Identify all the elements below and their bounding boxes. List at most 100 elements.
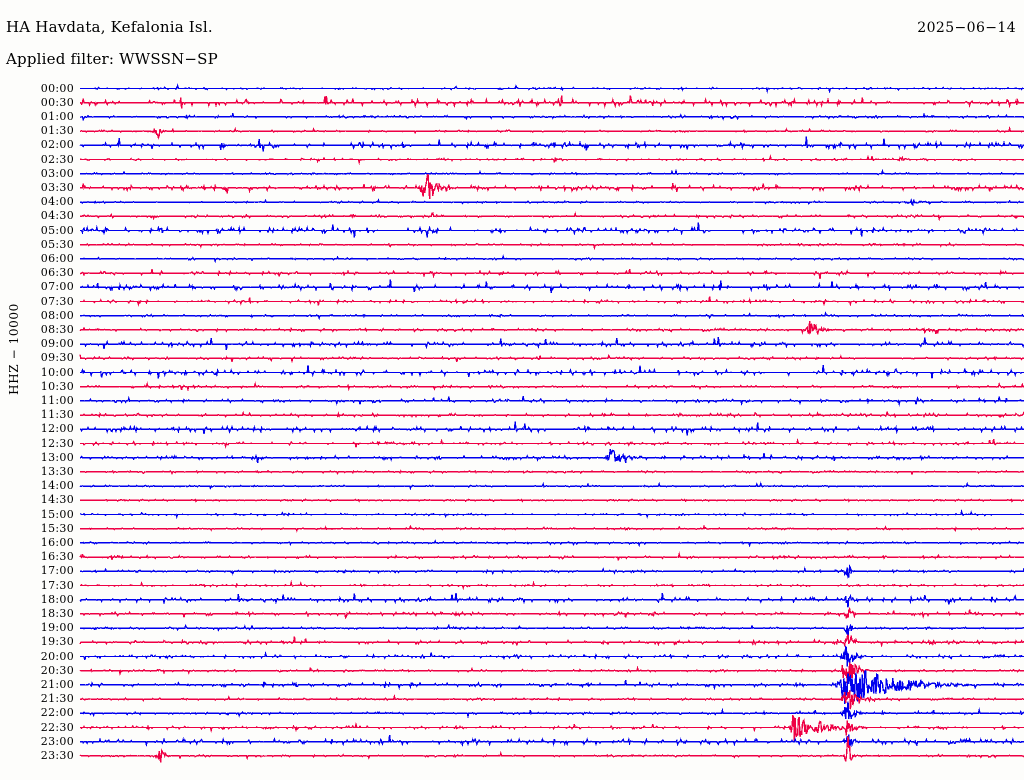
trace-row xyxy=(79,296,1024,307)
time-label: 14:30 xyxy=(40,493,74,507)
time-label: 03:00 xyxy=(40,166,74,180)
time-label: 08:30 xyxy=(40,322,74,336)
trace-row xyxy=(79,353,1024,364)
time-label: 12:30 xyxy=(40,436,74,450)
trace-row xyxy=(80,579,1024,590)
trace-row xyxy=(80,539,1024,548)
trace-row xyxy=(80,524,1024,533)
time-label: 10:30 xyxy=(40,379,74,393)
trace-row xyxy=(79,508,1024,520)
time-label: 15:30 xyxy=(40,521,74,535)
trace-row xyxy=(80,279,1024,294)
time-label: 23:00 xyxy=(40,734,74,748)
time-label: 05:00 xyxy=(40,223,74,237)
time-label: 00:00 xyxy=(40,81,74,95)
time-label: 03:30 xyxy=(40,180,74,194)
trace-row xyxy=(80,395,1024,407)
trace-row xyxy=(79,269,1024,280)
trace-row xyxy=(80,83,1024,94)
time-label: 17:30 xyxy=(40,578,74,592)
time-label: 15:00 xyxy=(40,507,74,521)
time-label: 16:30 xyxy=(40,550,74,564)
time-label: 13:00 xyxy=(40,450,74,464)
time-label: 17:00 xyxy=(40,564,74,578)
trace-row xyxy=(80,645,1024,667)
time-label: 22:00 xyxy=(40,706,74,720)
trace-row xyxy=(80,670,1024,704)
trace-row xyxy=(80,437,1024,449)
trace-row xyxy=(80,421,1024,436)
time-label: 11:00 xyxy=(40,393,74,407)
time-label: 06:30 xyxy=(40,266,74,280)
trace-row xyxy=(80,173,1024,200)
time-label: 20:30 xyxy=(40,663,74,677)
trace-row xyxy=(79,168,1024,176)
record-date: 2025−06−14 xyxy=(917,20,1016,36)
trace-row xyxy=(80,563,1024,579)
time-label: 19:00 xyxy=(40,621,74,635)
trace-row xyxy=(79,112,1024,122)
time-label: 04:00 xyxy=(40,195,74,209)
trace-row xyxy=(79,701,1024,720)
trace-row xyxy=(79,136,1024,152)
trace-row xyxy=(80,690,1024,710)
trace-row xyxy=(80,365,1024,379)
time-label: 09:00 xyxy=(40,337,74,351)
trace-row xyxy=(80,125,1024,140)
trace-row xyxy=(80,714,1024,741)
trace-row xyxy=(80,337,1024,350)
trace-row xyxy=(80,95,1024,109)
trace-row xyxy=(80,197,1024,207)
time-label: 13:30 xyxy=(40,464,74,478)
time-label: 23:30 xyxy=(40,748,74,762)
time-label: 02:00 xyxy=(40,138,74,152)
trace-row xyxy=(79,321,1024,335)
trace-row xyxy=(80,411,1024,419)
applied-filter-label: Applied filter: WWSSN−SP xyxy=(6,50,218,68)
trace-row xyxy=(79,592,1024,608)
time-label: 05:30 xyxy=(40,237,74,251)
time-label: 18:30 xyxy=(40,606,74,620)
time-label: 21:30 xyxy=(40,692,74,706)
time-label: 12:00 xyxy=(40,422,74,436)
time-label: 21:00 xyxy=(40,677,74,691)
trace-row xyxy=(79,311,1024,321)
trace-row xyxy=(80,381,1024,392)
time-label: 00:30 xyxy=(40,95,74,109)
trace-row xyxy=(80,222,1024,238)
time-label: 01:30 xyxy=(40,124,74,138)
time-label: 18:00 xyxy=(40,592,74,606)
trace-row xyxy=(79,551,1024,561)
trace-row xyxy=(79,634,1024,648)
trace-row xyxy=(80,623,1024,637)
time-label: 07:30 xyxy=(40,294,74,308)
time-label: 04:30 xyxy=(40,209,74,223)
trace-row xyxy=(79,662,1024,684)
time-label: 06:00 xyxy=(40,251,74,265)
time-label: 20:00 xyxy=(40,649,74,663)
trace-row xyxy=(80,606,1024,620)
time-label: 11:30 xyxy=(40,408,74,422)
time-axis-labels: 00:00 00:30 01:00 01:30 02:00 02:30 03:00 03:30… xyxy=(0,0,74,780)
time-label: 19:30 xyxy=(40,635,74,649)
time-label: 01:00 xyxy=(40,109,74,123)
time-label: 16:00 xyxy=(40,535,74,549)
page-title: HA Havdata, Kefalonia Isl. xyxy=(6,18,213,36)
trace-row xyxy=(79,736,1024,763)
trace-row xyxy=(79,154,1024,166)
trace-row xyxy=(79,481,1024,491)
time-label: 09:30 xyxy=(40,351,74,365)
time-label: 22:30 xyxy=(40,720,74,734)
time-label: 02:30 xyxy=(40,152,74,166)
trace-row xyxy=(80,498,1024,503)
trace-row xyxy=(80,734,1024,750)
time-label: 08:00 xyxy=(40,308,74,322)
trace-row xyxy=(80,211,1024,222)
trace-row xyxy=(80,469,1024,476)
trace-row xyxy=(80,254,1024,264)
trace-row xyxy=(80,241,1024,251)
trace-row xyxy=(79,448,1024,464)
time-label: 10:00 xyxy=(40,365,74,379)
